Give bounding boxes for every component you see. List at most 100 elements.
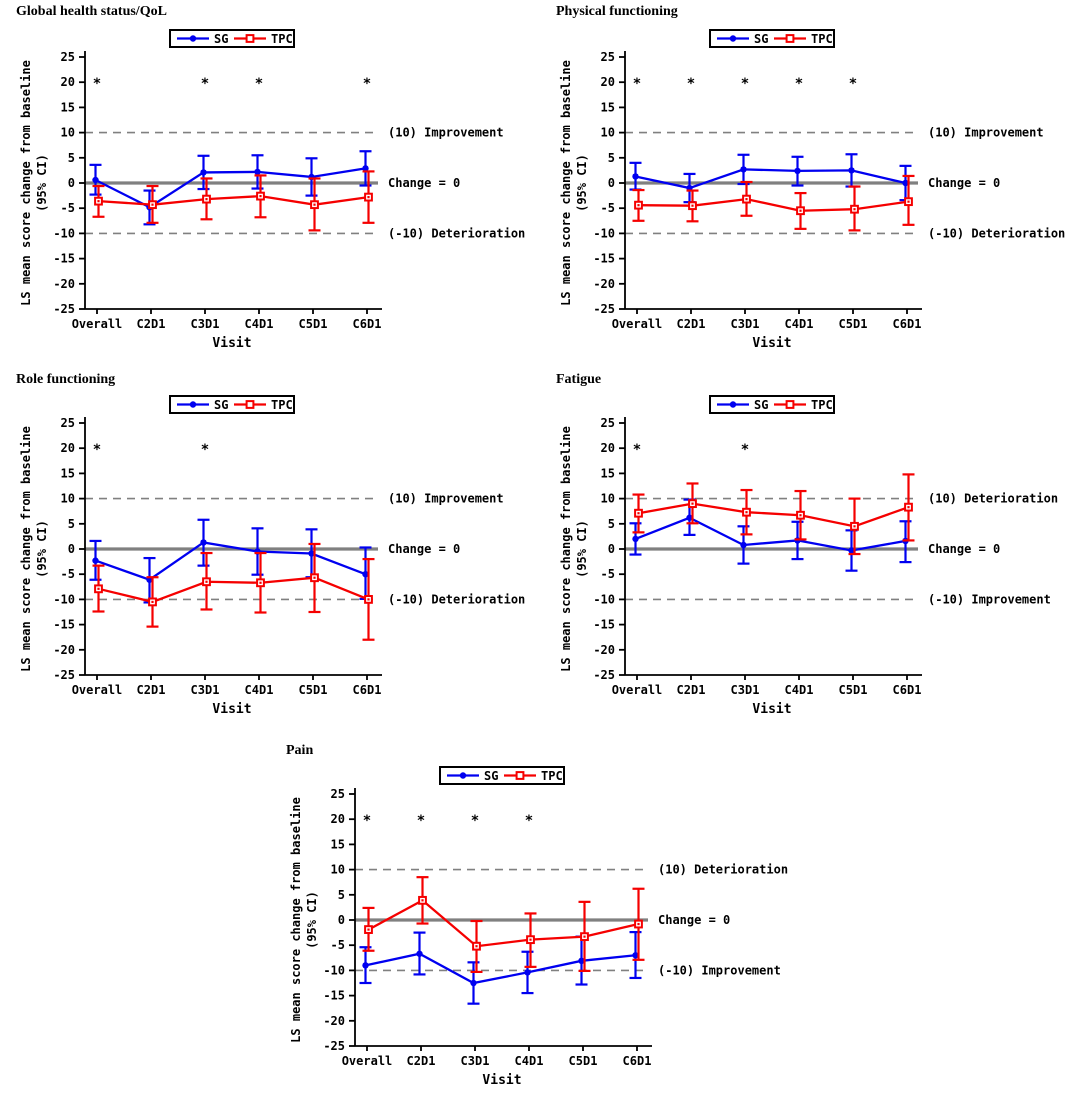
axes: -25 -20 -15 -10 -5 0 5 10 15 20 25 Overall C2D1 C3D1 C… bbox=[53, 50, 382, 351]
x-tick-label: Overall bbox=[612, 683, 663, 697]
x-tick-label: Overall bbox=[342, 1054, 393, 1068]
data-point-marker-center bbox=[367, 196, 370, 199]
y-tick-label: 0 bbox=[608, 176, 615, 190]
reference-line-label: (10) Improvement bbox=[928, 126, 1044, 140]
y-tick-label: 15 bbox=[601, 100, 615, 114]
significance-markers: * * bbox=[93, 442, 209, 458]
data-point-marker bbox=[362, 962, 369, 969]
data-point-marker bbox=[686, 514, 693, 521]
reference-line-label: Change = 0 bbox=[658, 913, 730, 927]
data-point-marker bbox=[902, 179, 909, 187]
y-axis-label-line2: (95% CI) bbox=[575, 154, 589, 212]
x-tick-label: C2D1 bbox=[407, 1054, 436, 1068]
x-tick-label: C3D1 bbox=[731, 683, 760, 697]
axes: -25 -20 -15 -10 -5 0 5 10 15 20 25 Overall C2D1 C3D1 C… bbox=[53, 416, 382, 717]
y-tick-label: 0 bbox=[68, 176, 75, 190]
significance-asterisk: * bbox=[687, 76, 695, 92]
y-tick-label: -15 bbox=[323, 989, 345, 1003]
x-tick-label: C4D1 bbox=[785, 317, 814, 331]
significance-asterisk: * bbox=[525, 813, 533, 829]
chart-panel-role-functioning: Role functioning (10) Improvement Change … bbox=[0, 360, 540, 725]
data-point-marker-center bbox=[907, 506, 910, 509]
chart-panel-fatigue: Fatigue (10) Deterioration Change = 0 (-10… bbox=[540, 360, 1080, 725]
data-point-marker-center bbox=[853, 208, 856, 211]
x-tick-label: C2D1 bbox=[677, 317, 706, 331]
y-tick-label: -20 bbox=[53, 277, 75, 291]
chart-pain-svg: (10) Deterioration Change = 0 (-10) Improv… bbox=[289, 766, 788, 1088]
x-tick-label: C2D1 bbox=[677, 683, 706, 697]
data-point-marker-center bbox=[151, 600, 154, 604]
legend-label-tpc: TPC bbox=[811, 398, 833, 412]
y-tick-label: 0 bbox=[608, 542, 615, 556]
legend-marker-sg bbox=[729, 401, 737, 408]
data-point-marker bbox=[200, 169, 207, 176]
data-point-marker-center bbox=[421, 899, 424, 902]
reference-line-label: (-10) Deterioration bbox=[928, 226, 1065, 240]
legend-marker-tpc bbox=[785, 400, 795, 409]
y-axis-label-line1: LS mean score change from baseline bbox=[559, 426, 573, 672]
data-point-marker-center bbox=[97, 200, 100, 203]
x-axis-label: Visit bbox=[212, 336, 251, 351]
chart-title: Fatigue bbox=[556, 372, 602, 387]
y-tick-label: 20 bbox=[61, 441, 75, 455]
data-point-marker-center bbox=[637, 204, 640, 207]
legend-marker-tpc bbox=[245, 34, 255, 43]
legend-label-tpc: TPC bbox=[541, 769, 563, 783]
significance-asterisk: * bbox=[417, 813, 425, 829]
reference-lines: (10) Deterioration Change = 0 (-10) Improv… bbox=[625, 492, 1058, 606]
y-axis-label: LS mean score change from baseline (95% C… bbox=[559, 60, 589, 306]
y-tick-label: -20 bbox=[323, 1014, 345, 1028]
x-tick-label: C3D1 bbox=[731, 317, 760, 331]
y-axis-label-line2: (95% CI) bbox=[305, 891, 319, 949]
data-point-marker bbox=[362, 165, 369, 172]
y-tick-label: 25 bbox=[61, 416, 75, 430]
data-point-marker bbox=[200, 539, 207, 546]
x-tick-label: C3D1 bbox=[191, 317, 220, 331]
chart-panel-pain: Pain (10) Deterioration Change = 0 (-10) I… bbox=[270, 725, 810, 1095]
x-tick-label: C4D1 bbox=[245, 317, 274, 331]
y-tick-label: 0 bbox=[68, 542, 75, 556]
y-tick-label: -15 bbox=[53, 252, 75, 266]
y-tick-label: -10 bbox=[323, 963, 345, 977]
y-tick-label: -25 bbox=[53, 302, 75, 316]
x-tick-label: C3D1 bbox=[461, 1054, 490, 1068]
data-point-marker bbox=[362, 571, 369, 578]
data-point-marker-center bbox=[205, 580, 208, 583]
significance-asterisk: * bbox=[633, 76, 641, 92]
significance-asterisk: * bbox=[201, 76, 209, 92]
data-point-marker-center bbox=[367, 928, 370, 931]
y-tick-label: 15 bbox=[601, 466, 615, 480]
axes: -25 -20 -15 -10 -5 0 5 10 15 20 25 Overall C2D1 C3D1 C… bbox=[593, 50, 922, 351]
significance-asterisk: * bbox=[93, 76, 101, 92]
reference-lines: (10) Improvement Change = 0 (-10) Deterior… bbox=[85, 492, 525, 606]
y-axis-label-line2: (95% CI) bbox=[35, 520, 49, 578]
data-point-marker bbox=[416, 950, 423, 957]
data-point-marker bbox=[740, 166, 747, 173]
significance-asterisk: * bbox=[849, 76, 857, 92]
chart-physical-functioning-svg: (10) Improvement Change = 0 (-10) Deterior… bbox=[559, 29, 1065, 351]
y-axis-label: LS mean score change from baseline (95% C… bbox=[559, 426, 589, 672]
x-tick-label: C5D1 bbox=[839, 317, 868, 331]
y-tick-label: -25 bbox=[593, 668, 615, 682]
y-tick-label: 5 bbox=[338, 888, 345, 902]
y-tick-label: 0 bbox=[338, 913, 345, 927]
significance-markers: * * * * bbox=[363, 813, 533, 829]
significance-asterisk: * bbox=[741, 442, 749, 458]
reference-lines: (10) Improvement Change = 0 (-10) Deterior… bbox=[625, 126, 1065, 240]
x-tick-label: C4D1 bbox=[515, 1054, 544, 1068]
y-tick-label: 15 bbox=[61, 466, 75, 480]
y-tick-label: 25 bbox=[331, 787, 345, 801]
x-tick-label: C4D1 bbox=[785, 683, 814, 697]
y-tick-label: -10 bbox=[593, 592, 615, 606]
y-tick-label: -20 bbox=[593, 643, 615, 657]
legend-marker-tpc bbox=[785, 34, 795, 43]
chart-global-health-svg: (10) Improvement Change = 0 (-10) Deterior… bbox=[19, 29, 525, 351]
x-tick-label: C6D1 bbox=[623, 1054, 652, 1068]
data-point-marker bbox=[92, 176, 99, 184]
significance-asterisk: * bbox=[795, 76, 803, 92]
y-tick-label: -5 bbox=[61, 201, 75, 215]
series-sg bbox=[629, 498, 912, 572]
data-point-marker bbox=[632, 952, 639, 959]
data-point-marker bbox=[524, 969, 531, 976]
y-tick-label: -10 bbox=[53, 226, 75, 240]
